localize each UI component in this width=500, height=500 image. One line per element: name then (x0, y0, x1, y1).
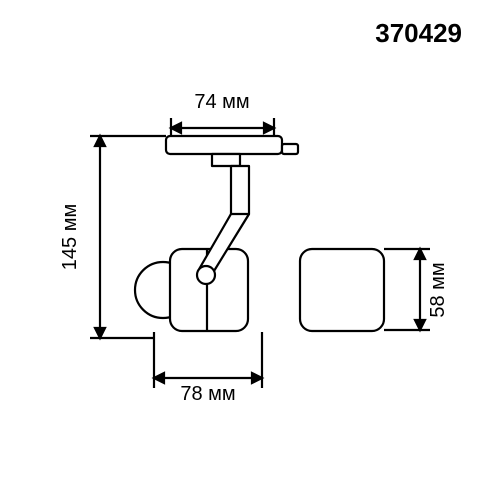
device-cube (300, 249, 384, 331)
dim-right-label: 58 мм (427, 262, 449, 317)
device-notch (282, 144, 298, 154)
technical-drawing: 74 мм 145 мм 58 мм 78 мм (0, 0, 500, 500)
device-pivot (197, 266, 215, 284)
dim-left-label: 145 мм (59, 204, 81, 270)
device-neck (212, 154, 240, 166)
dim-top-label: 74 мм (194, 91, 249, 113)
device-plate (166, 136, 282, 154)
dim-bottom-label: 78 мм (180, 383, 235, 405)
